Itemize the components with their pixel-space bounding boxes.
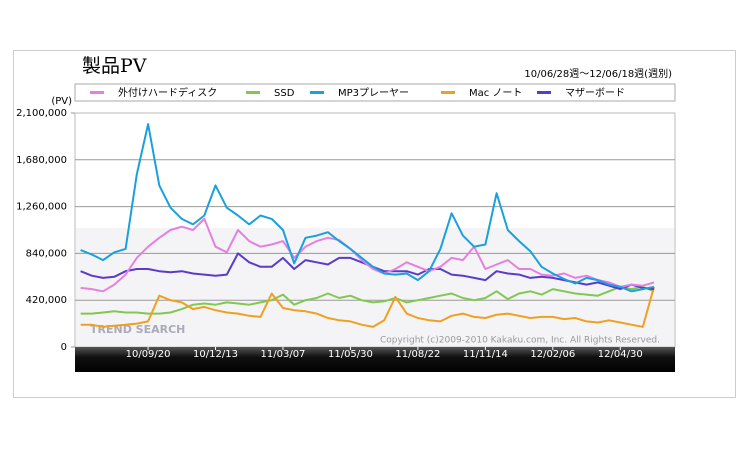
series-line [80, 286, 655, 328]
x-tick-label: 10/09/20 [126, 349, 171, 360]
y-tick-label: 0 [61, 342, 67, 353]
legend-label: MP3プレーヤー [338, 87, 409, 99]
legend-label: Mac ノート [469, 88, 522, 99]
legend-box [74, 83, 676, 102]
y-tick-label: 420,000 [26, 295, 67, 306]
copyright: Copyright (c)2009-2010 Kakaku.com, Inc. … [380, 336, 660, 346]
x-tick-label: 11/08/22 [395, 349, 440, 360]
series-line [80, 217, 655, 293]
series-line [80, 123, 655, 293]
x-tick-label: 10/12/13 [193, 349, 238, 360]
x-tick-label: 11/11/14 [463, 349, 508, 360]
logo: TREND SEARCH [90, 323, 185, 336]
y-tick-label: 2,100,000 [16, 108, 67, 119]
x-tick-label: 12/04/30 [598, 349, 643, 360]
y-tick-label: 1,260,000 [16, 202, 67, 213]
x-axis-band [75, 347, 675, 372]
legend-label: 外付けハードディスク [118, 86, 217, 99]
x-tick-label: 11/05/30 [328, 349, 373, 360]
series-line [80, 285, 655, 315]
legend-label: マザーボード [565, 87, 625, 99]
y-tick-label: 840,000 [26, 248, 67, 259]
legend-label: SSD [274, 88, 295, 99]
x-tick-label: 12/02/06 [530, 349, 575, 360]
subtitle: 10/06/28週～12/06/18週(週別) [524, 68, 672, 80]
x-tick-label: 11/03/07 [261, 349, 306, 360]
y-unit: (PV) [51, 96, 72, 107]
chart-title: 製品PV [82, 55, 147, 77]
y-tick-label: 1,680,000 [16, 155, 67, 166]
